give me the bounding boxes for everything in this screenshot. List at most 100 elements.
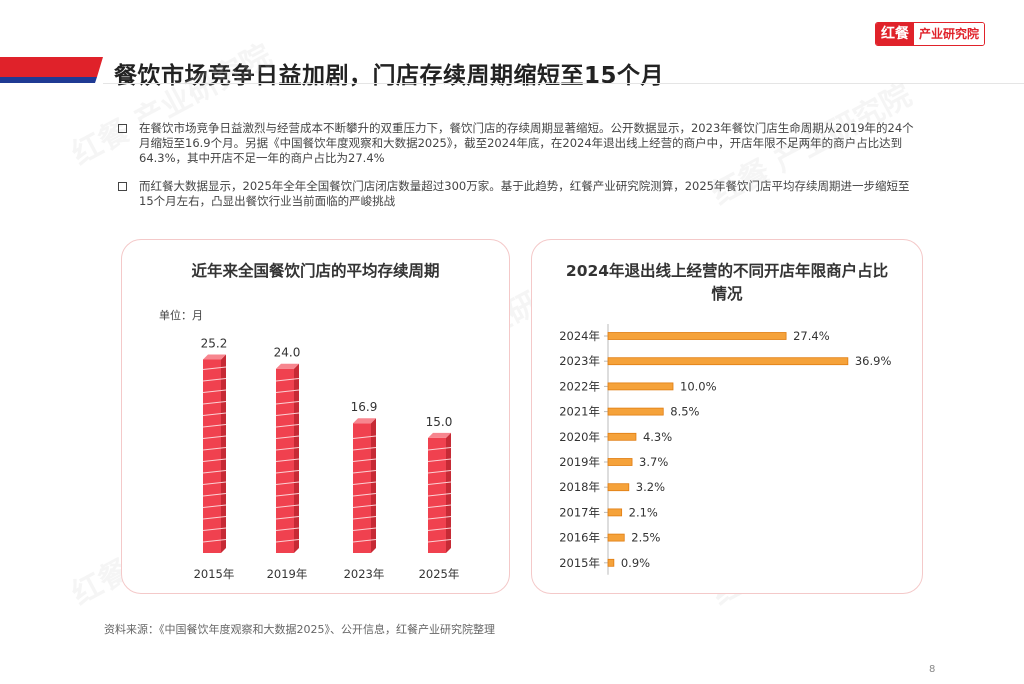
- bar-segment-line: [202, 458, 227, 462]
- tick-label: 2018年: [559, 480, 600, 494]
- bar: [275, 363, 300, 553]
- bar-side: [294, 363, 299, 553]
- bar-segment-line: [202, 527, 227, 531]
- bar-segment-line: [275, 412, 300, 416]
- bar-segment-line: [275, 493, 300, 497]
- data-label: 0.9%: [621, 556, 650, 570]
- square-bullet-icon: [118, 124, 127, 133]
- bullet-list: 在餐饮市场竞争日益激烈与经营成本不断攀升的双重压力下，餐饮门店的存续周期显著缩短…: [118, 121, 918, 222]
- bar-segment-line: [427, 481, 452, 485]
- bar-segment-line: [202, 470, 227, 474]
- bar-segment-line: [275, 470, 300, 474]
- page-number: 8: [929, 664, 936, 675]
- bar-segment-line: [275, 516, 300, 520]
- tick-label: 2022年: [559, 379, 600, 393]
- bar-segment-line: [275, 435, 300, 439]
- bar-segment-line: [352, 539, 377, 543]
- bar: [607, 407, 664, 416]
- page-title: 餐饮市场竞争日益加剧，门店存续周期缩短至15个月: [114, 63, 665, 89]
- bar-segment-line: [202, 539, 227, 543]
- bar: [607, 382, 674, 391]
- logo-mark: 红餐: [876, 23, 914, 45]
- tick-label: 2017年: [559, 505, 600, 519]
- square-bullet-icon: [118, 182, 127, 191]
- bar-segment-line: [352, 493, 377, 497]
- bar-front: [353, 423, 371, 553]
- lifespan-chart-panel: 近年来全国餐饮门店的平均存续周期 单位：月 25.2 2015年 24.0 2019年…: [121, 239, 510, 594]
- bar-side: [221, 354, 226, 553]
- tick-label: 2021年: [559, 405, 600, 419]
- bar-segment-line: [275, 424, 300, 428]
- data-label: 2.1%: [629, 505, 658, 519]
- bar-segment-line: [427, 539, 452, 543]
- brand-logo: 红餐 产业研究院: [875, 22, 986, 46]
- logo-text: 产业研究院: [914, 23, 985, 45]
- bar: [607, 508, 623, 517]
- bar-segment-line: [202, 389, 227, 393]
- bar-segment-line: [352, 481, 377, 485]
- bar-segment-line: [275, 401, 300, 405]
- bar: [427, 432, 452, 553]
- bar-segment-line: [427, 458, 452, 462]
- bar: [352, 418, 377, 553]
- bar-front: [203, 359, 221, 553]
- bar-segment-line: [202, 481, 227, 485]
- data-label: 16.9: [351, 400, 378, 414]
- tick-label: 2016年: [559, 531, 600, 545]
- bar-segment-line: [275, 447, 300, 451]
- source-note: 资料来源：《中国餐饮年度观察和大数据2025》、公开信息，红餐产业研究院整理: [104, 623, 495, 636]
- bar: [607, 483, 630, 492]
- bar-segment-line: [202, 412, 227, 416]
- data-label: 24.0: [274, 346, 301, 360]
- tick-label: 2023年: [559, 354, 600, 368]
- bar-segment-line: [202, 366, 227, 370]
- bar-segment-line: [427, 527, 452, 531]
- lifespan-bar-chart: 25.2 2015年 24.0 2019年 16.9 2023年 15.0 2025年: [194, 337, 460, 582]
- bullet-text: 在餐饮市场竞争日益激烈与经营成本不断攀升的双重压力下，餐饮门店的存续周期显著缩短…: [139, 121, 914, 165]
- bullet-text: 而红餐大数据显示，2025年全年全国餐饮门店闭店数量超过300万家。基于此趋势，…: [139, 179, 910, 208]
- data-label: 10.0%: [680, 379, 717, 393]
- data-label: 4.3%: [643, 430, 672, 444]
- bar-segment-line: [202, 493, 227, 497]
- bar-segment-line: [275, 458, 300, 462]
- share-hbar-chart: 2024年 27.4% 2023年 36.9% 2022年 10.0% 2021年 8.5% 2…: [559, 324, 891, 575]
- tick-label: 2023年: [344, 567, 385, 581]
- bar: [202, 354, 227, 553]
- bar-segment-line: [427, 493, 452, 497]
- bar-segment-line: [352, 435, 377, 439]
- bar-segment-line: [275, 378, 300, 382]
- tick-label: 2024年: [559, 329, 600, 343]
- tick-label: 2019年: [559, 455, 600, 469]
- bar-segment-line: [202, 401, 227, 405]
- bar-segment-line: [202, 424, 227, 428]
- bullet-item: 在餐饮市场竞争日益激烈与经营成本不断攀升的双重压力下，餐饮门店的存续周期显著缩短…: [118, 121, 918, 166]
- bar: [607, 432, 637, 441]
- bar: [607, 332, 787, 340]
- bar-segment-line: [202, 516, 227, 520]
- bar-segment-line: [202, 504, 227, 508]
- data-label: 27.4%: [793, 329, 830, 343]
- bar-top: [203, 354, 226, 360]
- bar-segment-line: [352, 447, 377, 451]
- header-accent-bar: [0, 57, 103, 83]
- bar: [607, 357, 849, 366]
- data-label: 3.7%: [639, 455, 668, 469]
- bar-segment-line: [427, 470, 452, 474]
- share-chart-panel: 2024年退出线上经营的不同开店年限商户占比情况 2024年 27.4% 2023年…: [531, 239, 923, 594]
- bar: [607, 533, 625, 542]
- tick-label: 2015年: [559, 556, 600, 570]
- bar-segment-line: [427, 447, 452, 451]
- bar-segment-line: [427, 516, 452, 520]
- header-divider: [103, 83, 1024, 84]
- bar-segment-line: [275, 481, 300, 485]
- bar-segment-line: [275, 504, 300, 508]
- bar-segment-line: [352, 458, 377, 462]
- data-label: 15.0: [426, 415, 453, 429]
- bar: [607, 458, 633, 466]
- bar-segment-line: [275, 539, 300, 543]
- bar-segment-line: [352, 470, 377, 474]
- bar-segment-line: [352, 504, 377, 508]
- bar-segment-line: [202, 447, 227, 451]
- bar: [607, 558, 615, 567]
- bar-side: [371, 418, 376, 553]
